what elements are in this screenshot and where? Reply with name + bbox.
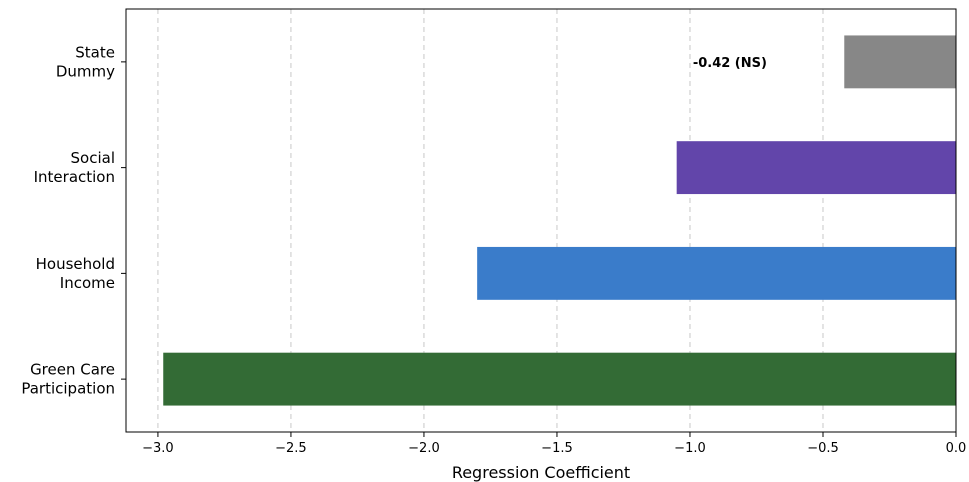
x-tick-label: −0.5 (807, 441, 839, 456)
bar (676, 141, 956, 195)
bar (163, 352, 956, 406)
y-category-label: Social (71, 149, 115, 167)
x-axis-title: Regression Coefficient (452, 463, 630, 482)
x-tick-label: −2.0 (408, 441, 440, 456)
x-tick-label: −1.0 (674, 441, 706, 456)
y-category-label: Income (60, 274, 115, 292)
y-category-label: Participation (21, 380, 115, 398)
x-axis-ticks: −3.0 −2.5 −2.0 −1.5 −1.0 −0.5 0.0 (142, 432, 966, 456)
annotations: -0.42 (NS) (693, 56, 767, 71)
x-tick-label: 0.0 (946, 441, 967, 456)
y-category-label: Household (36, 255, 115, 273)
y-category-label: Interaction (34, 168, 115, 186)
plot-frame (125, 8, 957, 433)
bar (477, 246, 956, 300)
bar-annotation: -0.42 (NS) (693, 56, 767, 71)
y-category-label: State (75, 43, 115, 61)
y-category-label: Dummy (56, 62, 115, 80)
y-category-label: Green Care (30, 361, 115, 379)
bars (163, 35, 956, 406)
x-tick-label: −1.5 (541, 441, 573, 456)
x-tick-label: −3.0 (142, 441, 174, 456)
bar (844, 35, 956, 89)
x-tick-label: −2.5 (275, 441, 307, 456)
